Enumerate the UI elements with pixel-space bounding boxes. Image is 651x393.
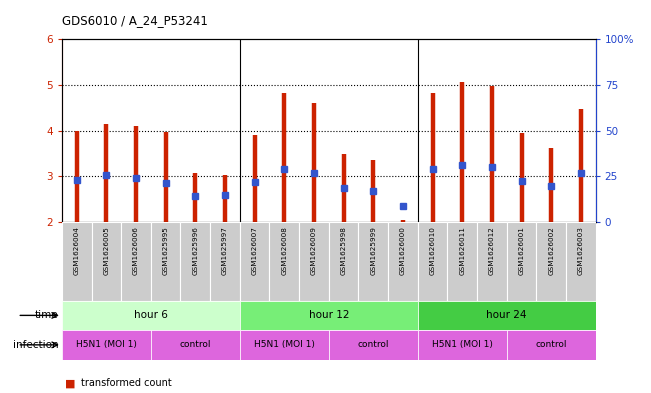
Text: H5N1 (MOI 1): H5N1 (MOI 1) xyxy=(254,340,314,349)
Bar xyxy=(418,222,447,301)
Bar xyxy=(62,301,240,330)
Bar xyxy=(418,301,596,330)
Text: GSM1626007: GSM1626007 xyxy=(252,226,258,275)
Bar xyxy=(299,222,329,301)
Text: GSM1626010: GSM1626010 xyxy=(430,226,436,275)
Bar xyxy=(447,222,477,301)
Bar xyxy=(240,330,329,360)
Text: H5N1 (MOI 1): H5N1 (MOI 1) xyxy=(76,340,137,349)
Text: GSM1625996: GSM1625996 xyxy=(192,226,199,275)
Text: GSM1626012: GSM1626012 xyxy=(489,226,495,275)
Bar xyxy=(418,330,506,360)
Bar xyxy=(477,222,506,301)
Text: GSM1625998: GSM1625998 xyxy=(340,226,346,275)
Bar xyxy=(329,330,418,360)
Bar xyxy=(151,222,180,301)
Text: hour 6: hour 6 xyxy=(134,310,168,320)
Text: GSM1625995: GSM1625995 xyxy=(163,226,169,275)
Bar xyxy=(359,222,388,301)
Text: GSM1626006: GSM1626006 xyxy=(133,226,139,275)
Text: GSM1626011: GSM1626011 xyxy=(459,226,465,275)
Text: control: control xyxy=(180,340,211,349)
Text: H5N1 (MOI 1): H5N1 (MOI 1) xyxy=(432,340,493,349)
Text: GSM1626000: GSM1626000 xyxy=(400,226,406,275)
Text: GSM1626002: GSM1626002 xyxy=(548,226,554,275)
Bar xyxy=(566,222,596,301)
Text: GSM1626005: GSM1626005 xyxy=(104,226,109,275)
Text: control: control xyxy=(535,340,567,349)
Bar xyxy=(270,222,299,301)
Bar xyxy=(536,222,566,301)
Text: transformed count: transformed count xyxy=(81,378,172,388)
Text: GSM1626008: GSM1626008 xyxy=(281,226,287,275)
Text: infection: infection xyxy=(13,340,59,350)
Text: GSM1626009: GSM1626009 xyxy=(311,226,317,275)
Bar xyxy=(92,222,121,301)
Bar xyxy=(240,301,418,330)
Bar xyxy=(62,222,92,301)
Bar xyxy=(506,330,596,360)
Text: hour 24: hour 24 xyxy=(486,310,527,320)
Bar xyxy=(240,222,270,301)
Text: GSM1625997: GSM1625997 xyxy=(222,226,228,275)
Text: GSM1626003: GSM1626003 xyxy=(578,226,584,275)
Text: GSM1626001: GSM1626001 xyxy=(519,226,525,275)
Text: GSM1625999: GSM1625999 xyxy=(370,226,376,275)
Bar xyxy=(151,330,240,360)
Bar xyxy=(62,330,151,360)
Text: time: time xyxy=(35,310,59,320)
Bar xyxy=(506,222,536,301)
Bar xyxy=(388,222,418,301)
Text: control: control xyxy=(357,340,389,349)
Bar xyxy=(180,222,210,301)
Bar xyxy=(329,222,359,301)
Text: ■: ■ xyxy=(65,378,76,388)
Text: hour 12: hour 12 xyxy=(309,310,349,320)
Text: GDS6010 / A_24_P53241: GDS6010 / A_24_P53241 xyxy=(62,15,208,28)
Bar xyxy=(210,222,240,301)
Bar xyxy=(121,222,151,301)
Text: GSM1626004: GSM1626004 xyxy=(74,226,79,275)
